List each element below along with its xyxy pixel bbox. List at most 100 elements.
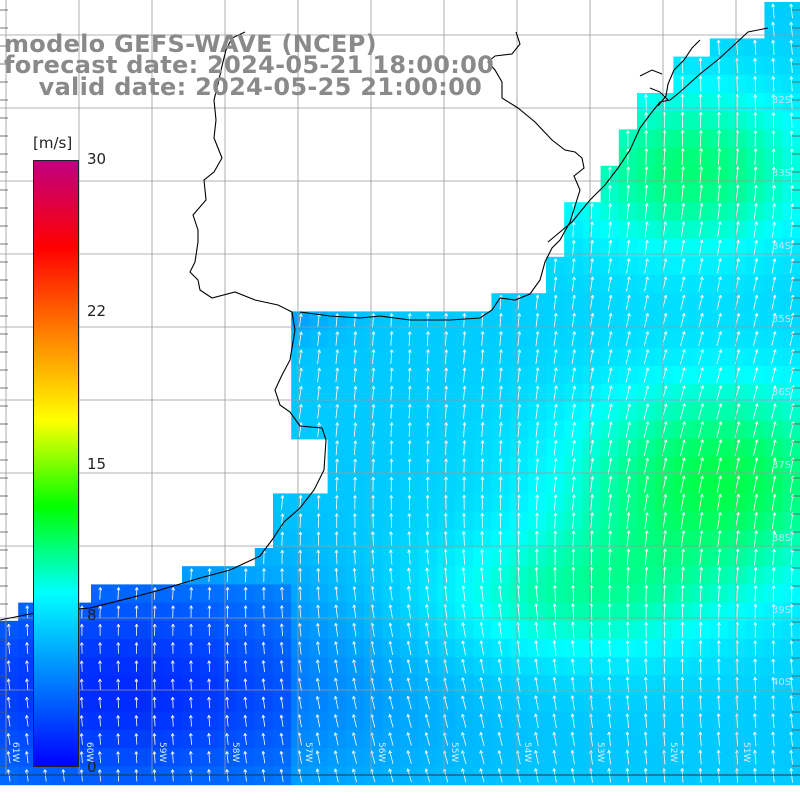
wind-arrow — [644, 148, 649, 165]
wind-arrow — [680, 221, 686, 238]
wind-arrow — [479, 713, 485, 728]
wind-arrow — [225, 642, 230, 654]
wind-arrow — [698, 403, 704, 420]
wind-arrow — [407, 567, 411, 583]
wind-arrow — [371, 476, 376, 492]
wind-arrow — [771, 493, 777, 511]
wind-arrow — [134, 678, 139, 691]
wind-arrow — [371, 422, 376, 437]
wind-arrow — [444, 476, 448, 492]
wind-arrow — [97, 751, 102, 764]
wind-arrow — [553, 367, 558, 383]
lon-label: 59W — [157, 742, 167, 763]
wind-arrow — [461, 640, 466, 656]
wind-arrow — [643, 658, 648, 674]
wind-arrow — [261, 587, 266, 600]
wind-arrow — [771, 457, 777, 475]
wind-arrow — [407, 476, 412, 492]
wind-arrow — [553, 566, 557, 584]
wind-arrow — [535, 385, 540, 401]
wind-arrow — [389, 331, 394, 346]
wind-arrow — [680, 603, 685, 620]
wind-arrow — [261, 696, 266, 709]
wind-arrow — [571, 585, 576, 602]
lon-label: 55W — [449, 742, 459, 763]
wind-arrow — [371, 367, 376, 383]
wind-arrow — [479, 695, 485, 710]
wind-arrow — [789, 21, 794, 37]
wind-arrow — [789, 148, 794, 165]
wind-arrow — [462, 367, 467, 383]
wind-arrow — [462, 385, 467, 401]
wind-arrow — [517, 422, 522, 438]
wind-arrow — [534, 548, 539, 566]
wind-arrow — [553, 512, 558, 529]
wind-arrow — [626, 239, 631, 256]
wind-arrow — [626, 203, 631, 220]
wind-arrow — [25, 733, 29, 745]
wind-arrow — [643, 349, 650, 365]
wind-arrow — [735, 548, 740, 566]
wind-arrow — [388, 586, 393, 601]
wind-arrow — [663, 548, 667, 566]
wind-arrow — [535, 349, 540, 365]
wind-arrow — [499, 385, 503, 401]
wind-arrow — [461, 677, 467, 692]
wind-arrow — [589, 530, 594, 548]
wind-arrow — [534, 585, 539, 602]
wind-arrow — [680, 258, 686, 274]
wind-arrow — [499, 313, 503, 328]
wind-arrow — [334, 677, 339, 691]
wind-arrow — [643, 403, 650, 420]
wind-arrow — [279, 623, 284, 637]
wind-arrow — [698, 475, 704, 493]
wind-arrow — [25, 623, 30, 636]
wind-arrow — [116, 605, 121, 618]
wind-arrow — [535, 367, 540, 383]
wind-arrow — [535, 421, 540, 438]
wind-arrow — [280, 568, 284, 583]
wind-arrow — [188, 733, 193, 745]
wind-arrow — [644, 184, 649, 202]
wind-arrow — [170, 696, 175, 709]
wind-arrow — [735, 184, 740, 202]
wind-arrow — [25, 642, 29, 654]
wind-arrow — [425, 513, 430, 529]
wind-arrow — [25, 715, 29, 727]
wind-arrow — [424, 714, 430, 728]
wind-arrow — [279, 678, 284, 691]
wind-arrow — [571, 421, 576, 438]
wind-arrow — [716, 475, 722, 493]
wind-arrow — [570, 713, 575, 729]
wind-arrow — [315, 696, 321, 710]
wind-arrow — [352, 714, 357, 728]
wind-arrow — [680, 276, 686, 292]
wind-arrow — [461, 585, 466, 602]
wind-arrow — [716, 276, 722, 292]
wind-arrow — [116, 751, 120, 764]
lat-label: 34S — [772, 241, 792, 252]
wind-arrow — [608, 566, 612, 584]
wind-arrow — [79, 660, 84, 672]
wind-arrow — [389, 404, 394, 419]
wind-arrow — [790, 166, 794, 183]
wind-arrow — [352, 586, 357, 601]
wind-arrow — [626, 548, 631, 566]
wind-arrow — [425, 604, 430, 620]
wind-arrow — [589, 385, 595, 401]
wind-arrow — [371, 440, 376, 456]
wind-arrow — [499, 403, 503, 419]
wind-arrow — [699, 148, 703, 166]
colorbar — [33, 160, 79, 767]
wind-arrow — [516, 494, 521, 511]
wind-arrow — [479, 603, 484, 620]
wind-arrow — [535, 494, 540, 511]
wind-arrow — [771, 112, 776, 129]
wind-arrow — [625, 403, 631, 420]
wind-arrow — [589, 421, 595, 438]
wind-arrow — [443, 513, 448, 529]
wind-arrow — [6, 642, 11, 654]
wind-arrow — [789, 276, 795, 292]
wind-arrow — [497, 603, 502, 620]
